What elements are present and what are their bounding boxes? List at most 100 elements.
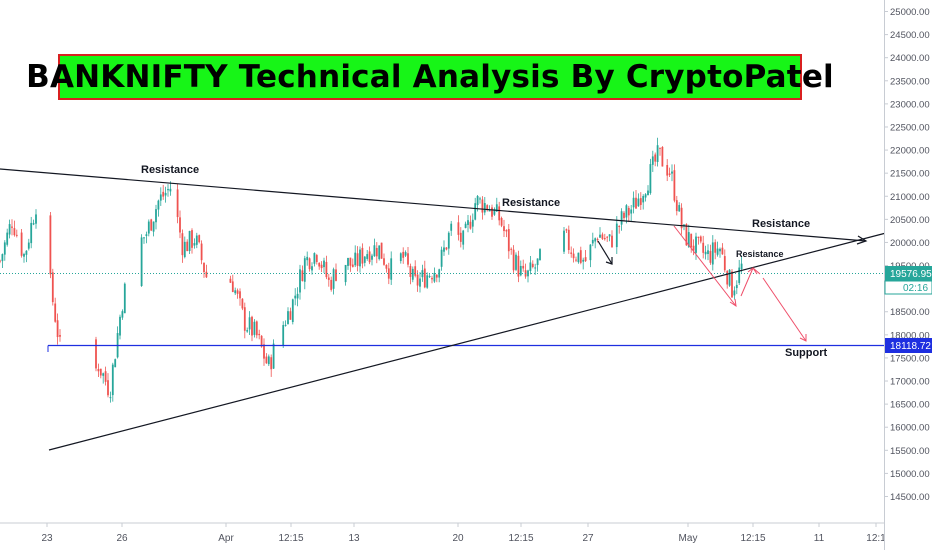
- candle-body: [169, 188, 172, 192]
- y-tick-label: 20500.00: [890, 215, 930, 226]
- candle-body: [419, 278, 421, 287]
- candle-body: [104, 371, 107, 382]
- y-tick-label: 18000.00: [890, 330, 930, 341]
- candle-body: [661, 146, 664, 167]
- candle-body: [438, 269, 441, 278]
- candle-body: [606, 236, 609, 238]
- candle-body: [481, 199, 484, 213]
- candle-body: [498, 206, 501, 221]
- candle-body: [656, 145, 659, 162]
- candle-body: [500, 217, 503, 226]
- candle-body: [639, 198, 642, 205]
- candle-body: [332, 269, 335, 289]
- candle-body: [584, 257, 587, 262]
- candle-body: [351, 264, 354, 267]
- candle-body: [354, 252, 357, 266]
- y-tick-label: 22000.00: [890, 146, 930, 157]
- candle-body: [263, 344, 265, 359]
- candle-body: [608, 234, 611, 237]
- candle-body: [30, 222, 33, 244]
- candle-body: [488, 209, 491, 212]
- candle-body: [702, 242, 705, 253]
- candle-body: [203, 262, 205, 273]
- y-tick-label: 24500.00: [890, 30, 930, 41]
- candle-body: [284, 324, 287, 326]
- candle-body: [589, 244, 592, 261]
- candle-body: [740, 263, 743, 270]
- projection-arrows: [673, 225, 807, 342]
- candle-body: [615, 223, 618, 248]
- candle-body: [469, 221, 472, 229]
- candle-body: [373, 245, 376, 257]
- candle-body: [111, 364, 114, 396]
- candle-body: [323, 260, 325, 268]
- candle-body: [618, 225, 621, 227]
- candle-body: [462, 230, 465, 245]
- candle-body: [3, 242, 6, 255]
- candle-body: [378, 245, 381, 260]
- candle-body: [59, 335, 61, 337]
- candle-body: [423, 268, 426, 288]
- candle-body: [503, 226, 505, 232]
- candle-body: [164, 192, 167, 196]
- candle-body: [162, 191, 165, 197]
- support-label: Support: [785, 347, 827, 359]
- candle-body: [102, 373, 105, 376]
- rising-trendline[interactable]: [48, 232, 887, 451]
- candle-body: [711, 242, 714, 265]
- candle-body: [20, 232, 23, 256]
- candle-body: [330, 279, 333, 290]
- candle-body: [471, 219, 474, 227]
- candle-body: [572, 253, 575, 259]
- candle-body: [243, 307, 246, 331]
- candle-body: [411, 268, 414, 280]
- y-tick-label: 23500.00: [890, 76, 930, 87]
- candle-body: [409, 266, 412, 277]
- candle-body: [731, 271, 733, 298]
- candle-body: [402, 251, 405, 258]
- candle-body: [265, 356, 268, 364]
- candle-body: [368, 251, 371, 263]
- candle-body: [695, 236, 697, 253]
- candle-body: [248, 317, 251, 330]
- candle-body: [495, 204, 498, 212]
- candle-body: [603, 237, 606, 240]
- candle-body: [719, 248, 721, 252]
- candle-body: [714, 242, 717, 253]
- candle-body: [145, 234, 148, 236]
- candle-body: [671, 171, 673, 174]
- candle-body: [315, 255, 318, 262]
- candle-body: [6, 232, 9, 245]
- candle-body: [493, 209, 496, 215]
- y-tick-label: 22500.00: [890, 122, 930, 133]
- candle-body: [1, 254, 4, 262]
- candle-body: [246, 330, 249, 332]
- candle-body: [294, 295, 297, 299]
- candle-body: [642, 195, 645, 203]
- candle-body: [375, 247, 378, 257]
- candle-body: [426, 275, 429, 288]
- candle-body: [327, 277, 330, 280]
- resistance-label-1: Resistance: [141, 164, 199, 176]
- x-tick-label: 23: [41, 533, 53, 544]
- candle-body: [675, 200, 678, 212]
- candle-body: [119, 316, 121, 336]
- candle-body: [625, 205, 628, 218]
- y-tick-label: 14500.00: [890, 492, 930, 503]
- candle-body: [582, 259, 585, 262]
- resistance-trendline[interactable]: [0, 168, 867, 242]
- y-tick-label: 16000.00: [890, 423, 930, 434]
- candle-body: [447, 232, 450, 249]
- candle-body: [193, 243, 196, 246]
- candle-body: [361, 247, 364, 264]
- candle-body: [140, 237, 143, 287]
- y-tick-label: 18500.00: [890, 307, 930, 318]
- candle-body: [457, 222, 460, 235]
- candle-body: [366, 254, 369, 259]
- candle-body: [200, 243, 203, 261]
- candle-body: [325, 261, 328, 278]
- candle-body: [49, 215, 52, 275]
- candle-body: [733, 290, 736, 296]
- candle-body: [267, 356, 270, 365]
